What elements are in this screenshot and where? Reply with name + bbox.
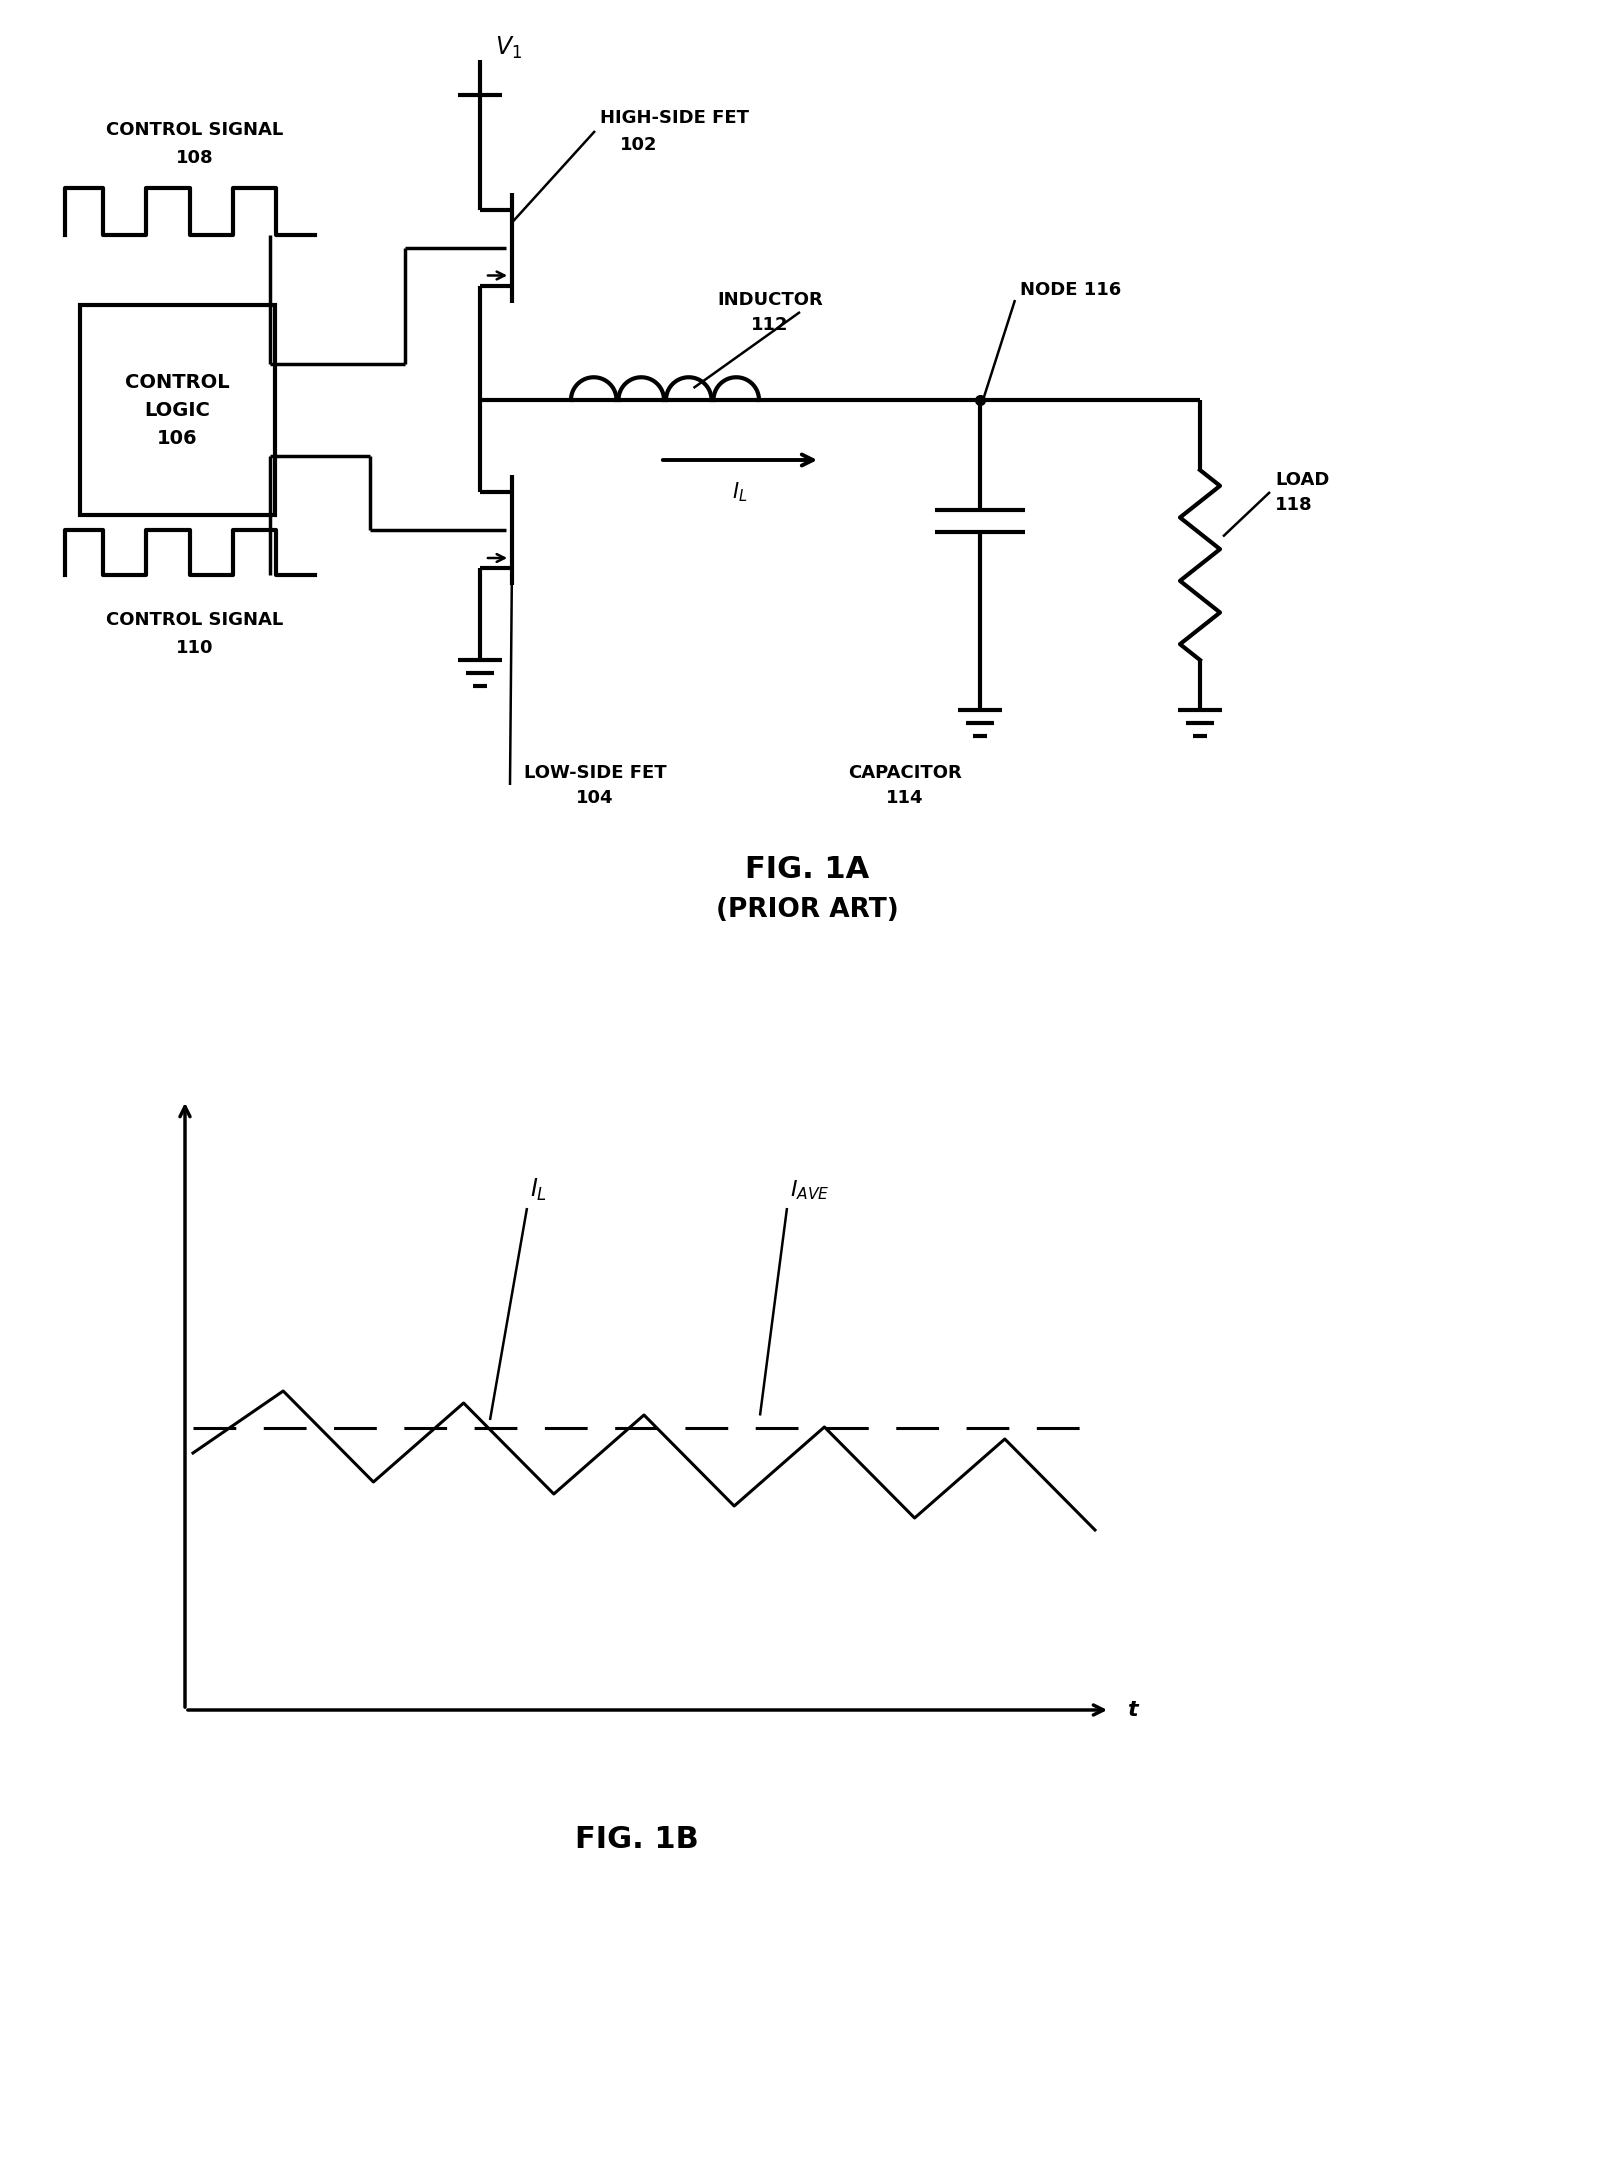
Text: CONTROL SIGNAL: CONTROL SIGNAL: [107, 122, 284, 139]
Text: CONTROL
LOGIC
106: CONTROL LOGIC 106: [126, 373, 229, 447]
Text: $V_1$: $V_1$: [495, 35, 521, 61]
Text: LOW-SIDE FET: LOW-SIDE FET: [523, 764, 667, 781]
Text: 112: 112: [751, 317, 789, 334]
Text: CONTROL SIGNAL: CONTROL SIGNAL: [107, 612, 284, 629]
Text: $I_L$: $I_L$: [733, 480, 747, 503]
Text: 104: 104: [576, 790, 613, 807]
Text: INDUCTOR: INDUCTOR: [717, 291, 823, 308]
Text: 114: 114: [886, 790, 923, 807]
Bar: [81, 306, 274, 514]
Text: t: t: [1127, 1699, 1138, 1721]
Text: 108: 108: [176, 150, 213, 167]
Text: (PRIOR ART): (PRIOR ART): [715, 896, 899, 922]
Text: 110: 110: [176, 638, 213, 658]
Text: FIG. 1B: FIG. 1B: [575, 1825, 699, 1855]
Text: 102: 102: [620, 137, 657, 154]
Text: $I_L$: $I_L$: [529, 1176, 547, 1202]
Text: FIG. 1A: FIG. 1A: [746, 855, 868, 885]
Text: $I_{AVE}$: $I_{AVE}$: [789, 1178, 830, 1202]
Text: NODE 116: NODE 116: [1020, 280, 1122, 299]
Text: 118: 118: [1275, 497, 1312, 514]
Text: CAPACITOR: CAPACITOR: [847, 764, 962, 781]
Text: HIGH-SIDE FET: HIGH-SIDE FET: [600, 108, 749, 128]
Text: LOAD: LOAD: [1275, 471, 1330, 488]
